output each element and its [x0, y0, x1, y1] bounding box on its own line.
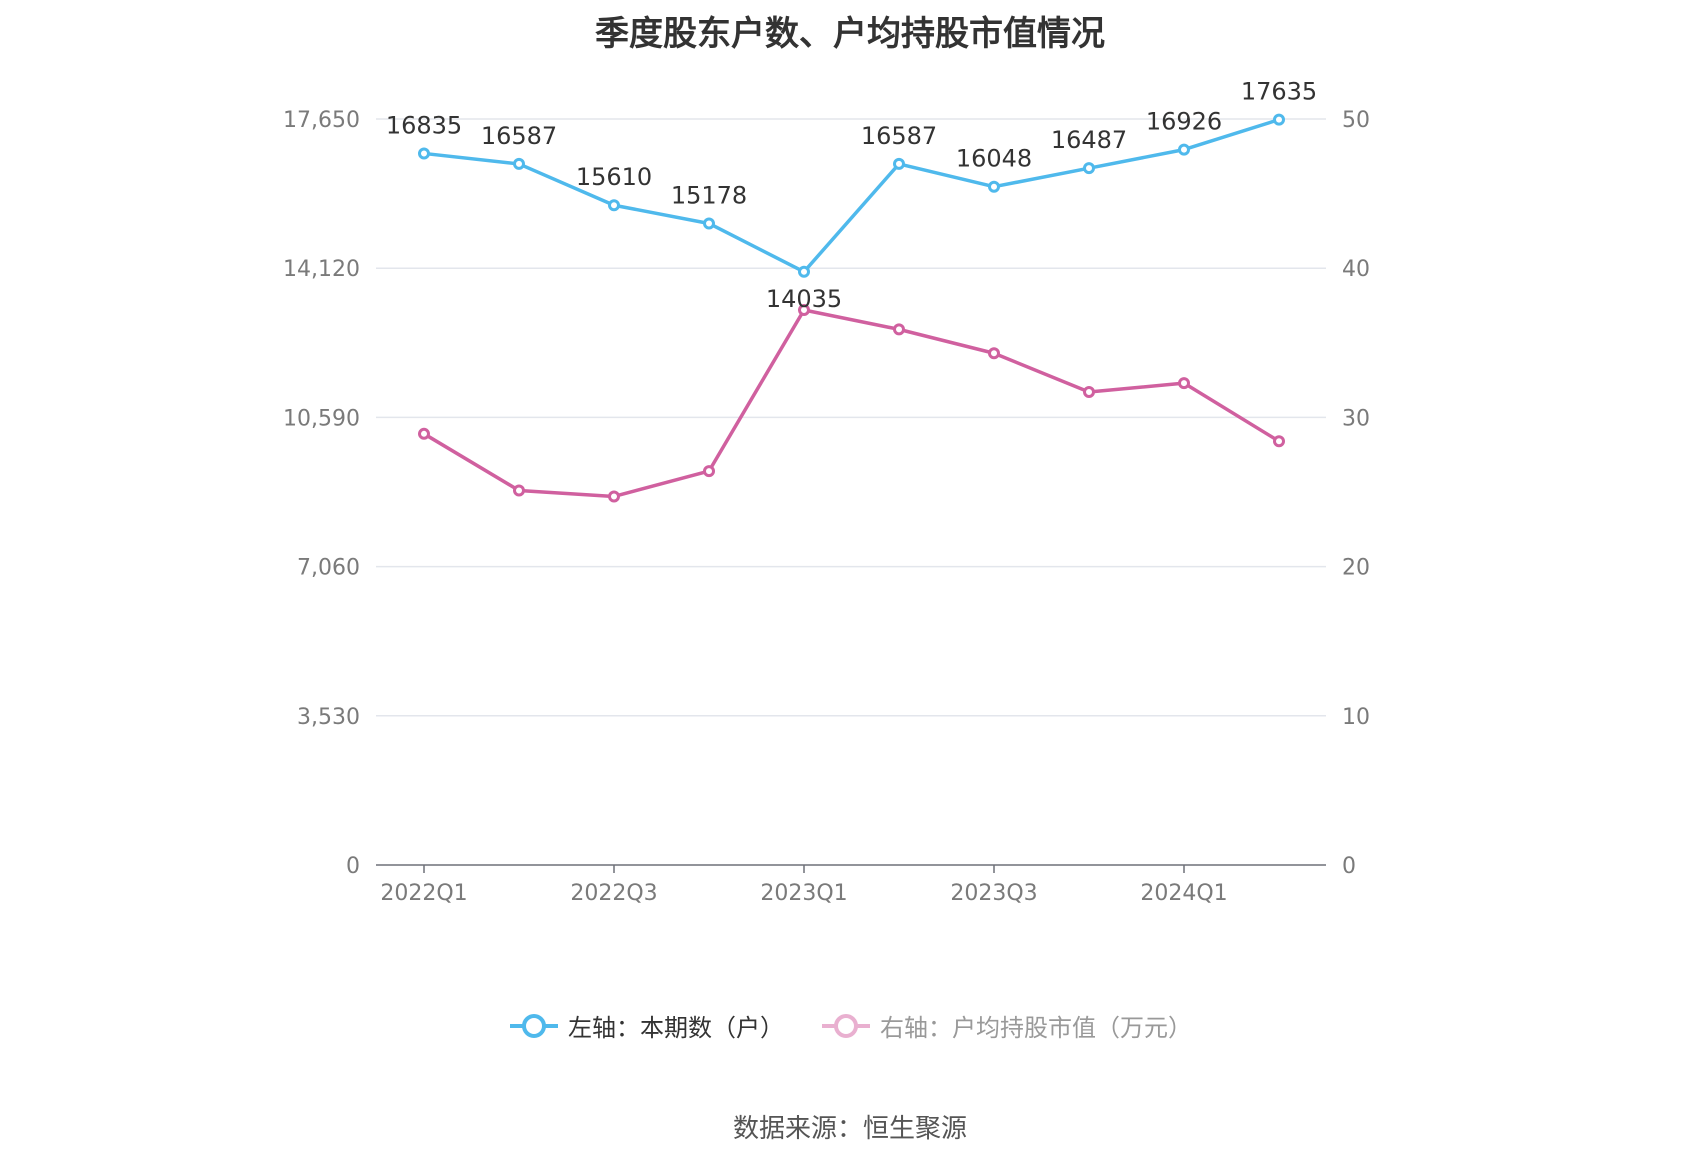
data-point	[1178, 143, 1190, 156]
data-label: 16926	[1146, 108, 1222, 136]
data-point	[798, 303, 810, 316]
data-point	[703, 465, 715, 478]
data-label: 16587	[481, 122, 557, 150]
left-tick-label: 3,530	[297, 705, 360, 730]
data-point	[798, 265, 810, 278]
x-tick-label: 2022Q3	[570, 881, 657, 906]
line-chart: 0 3,530 7,060 10,590 14,120 17,650 0 10 20 30 40 5…	[283, 78, 1370, 906]
data-point	[513, 157, 525, 170]
right-tick-label: 50	[1342, 108, 1370, 133]
series-line	[423, 117, 1280, 274]
series-line	[423, 308, 1280, 499]
data-point	[513, 484, 525, 497]
left-tick-label: 17,650	[283, 108, 360, 133]
legend-item-shareholder-count[interactable]: 左轴：本期数（户）	[508, 1008, 784, 1043]
data-point	[608, 490, 620, 503]
data-point	[893, 323, 905, 336]
x-tick-label: 2023Q3	[950, 881, 1037, 906]
x-tick-label: 2024Q1	[1140, 881, 1227, 906]
legend-marker-pink-icon	[822, 1013, 870, 1038]
right-tick-label: 0	[1342, 854, 1356, 879]
left-tick-label: 7,060	[297, 556, 360, 581]
data-label: 15610	[576, 163, 652, 191]
data-label: 16487	[1051, 126, 1127, 154]
data-label: 14035	[766, 285, 842, 313]
data-label: 16048	[956, 145, 1032, 173]
data-labels: 16835 16587 15610 15178 14035 16587 16048 16487…	[386, 78, 1317, 313]
data-point	[1273, 435, 1285, 448]
left-tick-label: 10,590	[283, 406, 360, 431]
legend: 左轴：本期数（户） 右轴：户均持股市值（万元）	[0, 1008, 1700, 1043]
x-tick-label: 2022Q1	[380, 881, 467, 906]
data-point	[418, 427, 430, 440]
data-label: 17635	[1241, 78, 1317, 106]
left-tick-label: 0	[346, 854, 360, 879]
legend-label-avg-holding-value: 右轴：户均持股市值（万元）	[880, 1014, 1192, 1042]
left-axis-ticks: 0 3,530 7,060 10,590 14,120 17,650	[283, 108, 360, 879]
data-point	[988, 347, 1000, 360]
right-axis-ticks: 0 10 20 30 40 50	[1342, 108, 1370, 879]
data-point	[1178, 377, 1190, 390]
data-label: 16835	[386, 111, 462, 139]
series-shareholder-count	[418, 113, 1285, 278]
data-source: 数据来源：恒生聚源	[732, 1114, 967, 1144]
data-label: 15178	[671, 181, 747, 209]
data-point	[1273, 113, 1285, 126]
x-axis: 2022Q1 2022Q3 2023Q1 2023Q3 2024Q1	[376, 864, 1326, 906]
data-point	[1083, 386, 1095, 399]
right-tick-label: 30	[1342, 406, 1370, 431]
data-point	[988, 180, 1000, 193]
data-point	[893, 157, 905, 170]
grid-lines	[376, 118, 1326, 717]
right-tick-label: 40	[1342, 257, 1370, 282]
left-tick-label: 14,120	[283, 257, 360, 282]
x-tick-label: 2023Q1	[760, 881, 847, 906]
data-point	[418, 147, 430, 160]
chart-title: 季度股东户数、户均持股市值情况	[595, 14, 1105, 54]
data-point	[703, 217, 715, 230]
legend-marker-blue-icon	[510, 1013, 558, 1038]
legend-label-shareholder-count: 左轴：本期数（户）	[568, 1014, 784, 1042]
right-tick-label: 10	[1342, 705, 1370, 730]
data-point	[1083, 162, 1095, 175]
series-avg-holding-value	[418, 303, 1285, 503]
right-tick-label: 20	[1342, 556, 1370, 581]
legend-item-avg-holding-value[interactable]: 右轴：户均持股市值（万元）	[820, 1008, 1192, 1043]
data-label: 16587	[861, 122, 937, 150]
data-point	[608, 199, 620, 212]
